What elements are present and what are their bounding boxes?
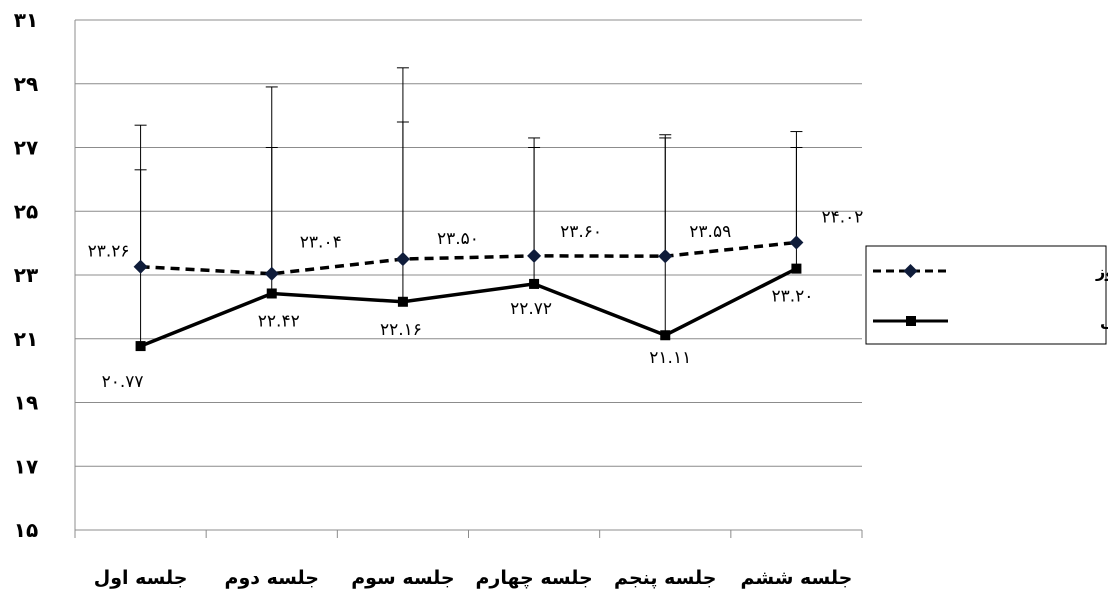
data-point-diamond <box>133 259 148 274</box>
data-point-diamond <box>264 266 279 281</box>
y-tick-label: ۳۱ <box>14 8 38 32</box>
legend-box <box>865 245 1107 345</box>
data-label: ۲۰.۷۷ <box>102 372 144 392</box>
x-tick-label: جلسه سوم <box>351 567 454 589</box>
y-axis-ticks: ۱۵ ۱۷ ۱۹ ۲۱ ۲۳ ۲۵ ۲۷ ۲۹ ۳۱ <box>14 8 38 542</box>
y-tick-label: ۲۱ <box>14 327 38 351</box>
legend-label-psychosis: سایکوز <box>1095 262 1108 281</box>
x-tick-label: جلسه اول <box>94 567 188 589</box>
data-label: ۲۳.۲۶ <box>88 242 130 262</box>
x-tick-label: جلسه پنجم <box>614 567 716 589</box>
series-line-psychosis <box>140 240 797 276</box>
x-tick-label: جلسه چهارم <box>476 567 593 589</box>
data-label: ۲۲.۷۲ <box>510 299 552 319</box>
data-label: ۲۳.۰۴ <box>300 233 342 253</box>
error-bars <box>134 67 803 347</box>
data-point-square <box>529 278 540 289</box>
series <box>133 235 804 352</box>
data-label: ۲۱.۱۱ <box>649 348 691 368</box>
gridlines <box>75 19 862 467</box>
data-point-diamond <box>527 248 542 263</box>
y-tick-label: ۲۹ <box>14 72 38 96</box>
y-tick-label: ۱۵ <box>14 518 38 542</box>
y-tick-label: ۱۹ <box>14 391 38 415</box>
x-axis-ticks: جلسه اول جلسه دوم جلسه سوم جلسه چهارم جلسه پ… <box>94 567 853 589</box>
data-point-square <box>266 288 277 299</box>
legend-label-mood-disorders: اختلالات خلقی <box>1100 312 1108 331</box>
data-labels: ۲۳.۲۶ ۲۳.۰۴ ۲۳.۵۰ ۲۳.۶۰ ۲۳.۵۹ ۲۴.۰۲ ۲۰.۷۷ ۲۲.۴۲… <box>88 207 863 392</box>
data-point-square <box>791 263 802 274</box>
data-point-diamond <box>658 249 673 264</box>
data-point-diamond <box>395 252 410 267</box>
legend-marker-square <box>906 316 916 326</box>
data-label: ۲۲.۱۶ <box>380 320 422 340</box>
y-tick-label: ۲۷ <box>14 136 38 160</box>
x-tick-label: جلسه دوم <box>225 567 319 589</box>
data-point-square <box>135 341 146 352</box>
data-label: ۲۴.۰۲ <box>821 207 863 227</box>
y-tick-label: ۲۳ <box>14 263 38 287</box>
data-label: ۲۳.۵۰ <box>437 229 479 249</box>
data-label: ۲۳.۶۰ <box>560 222 602 242</box>
series-line-mood-disorders <box>139 267 798 348</box>
data-label: ۲۲.۴۲ <box>258 311 300 331</box>
axes <box>74 20 863 538</box>
x-tick-label: جلسه ششم <box>740 567 852 589</box>
legend: سایکوز اختلالات خلقی <box>865 245 1108 345</box>
y-tick-label: ۱۷ <box>14 454 38 478</box>
data-label: ۲۳.۲۰ <box>771 287 813 307</box>
data-point-square <box>397 296 408 307</box>
data-point-square <box>660 330 671 341</box>
y-tick-label: ۲۵ <box>14 199 38 223</box>
legend-marker-diamond <box>903 264 918 278</box>
data-label: ۲۳.۵۹ <box>689 222 731 242</box>
data-point-diamond <box>789 235 804 250</box>
